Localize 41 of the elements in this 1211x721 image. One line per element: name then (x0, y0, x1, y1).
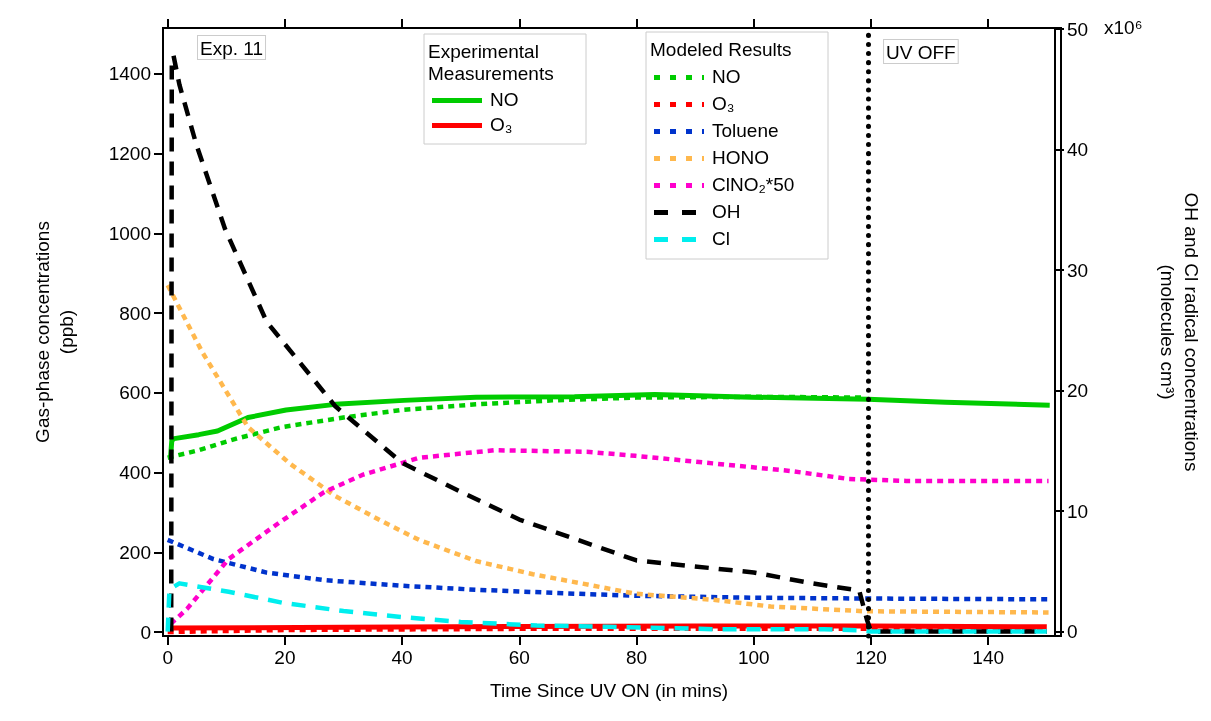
y2-axis-title: OH and Cl radical concentrations (molecules cm³) (1156, 192, 1202, 472)
line-series (165, 581, 1050, 634)
y-tick-label: 1000 (108, 222, 151, 244)
legend-label: NO (490, 88, 519, 110)
line-series (165, 282, 1051, 615)
legend-label: ClNO₂*50 (712, 173, 795, 195)
legend-label: OH (712, 200, 741, 222)
legend-label: O₃ (490, 113, 513, 135)
legend-label: HONO (712, 146, 769, 168)
text: x10⁶ (1104, 17, 1143, 39)
x-tick-label: 60 (508, 647, 530, 668)
annotation: Experimental Measurements (428, 40, 554, 84)
y-tick-label: 600 (119, 382, 151, 404)
y2-tick-label: 50 (1067, 18, 1089, 40)
x-tick-label: 140 (972, 647, 1005, 668)
legend-label: O₃ (712, 92, 735, 114)
legend-label: Cl (712, 227, 730, 249)
x-tick-label: 40 (391, 647, 413, 668)
x-tick-label: 100 (737, 647, 770, 668)
y-tick-label: 1200 (108, 143, 151, 165)
y-tick-label: 0 (140, 621, 151, 643)
x-tick-label: 0 (162, 647, 173, 668)
y-axis-title: Gas-phase concentrations (ppb) (31, 221, 77, 443)
x-axis-title: Time Since UV ON (in mins) (490, 679, 728, 701)
x-tick-label: 120 (855, 647, 887, 668)
legend-label: Toluene (712, 119, 779, 141)
ref-line-label: UV OFF (886, 42, 956, 63)
y2-tick-label: 30 (1067, 259, 1089, 281)
y2-tick-label: 20 (1067, 380, 1089, 402)
x-tick-label: 80 (625, 647, 648, 668)
annotation: Exp. 11 (200, 38, 264, 59)
y-tick-label: 1400 (108, 63, 151, 85)
y-tick-label: 400 (119, 462, 151, 484)
annotation: Modeled Results (650, 38, 792, 60)
y-tick-label: 200 (119, 541, 151, 563)
y2-tick-label: 10 (1067, 500, 1089, 522)
x-tick-label: 20 (274, 647, 296, 668)
y2-tick-label: 40 (1067, 139, 1089, 161)
y-tick-label: 800 (119, 302, 151, 324)
y2-tick-label: 0 (1067, 621, 1078, 643)
legend-label: NO (712, 65, 741, 87)
